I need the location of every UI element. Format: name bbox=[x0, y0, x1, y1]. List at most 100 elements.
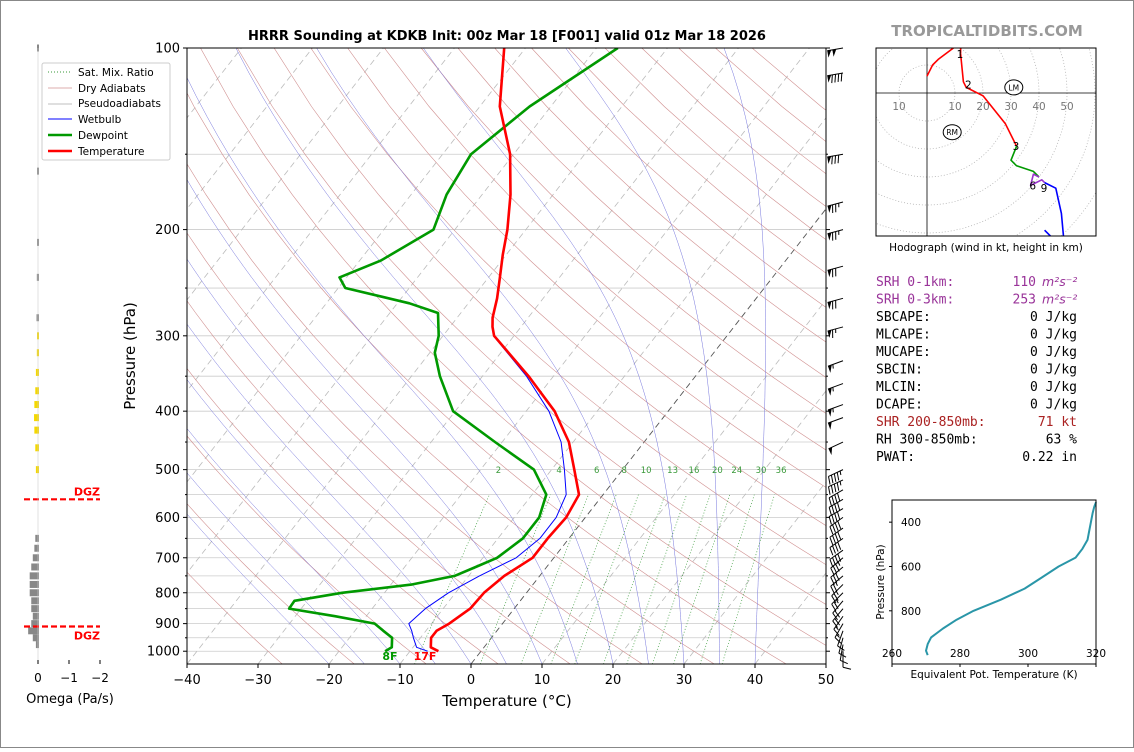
x-tick-label: −40 bbox=[173, 673, 200, 688]
y-tick-label: 300 bbox=[155, 329, 180, 344]
x-tick-label: −10 bbox=[386, 673, 413, 688]
storm-motion-label: LM bbox=[1008, 83, 1019, 92]
mixing-ratio-label: 2 bbox=[496, 466, 501, 476]
parameter-value: 0 J/kg bbox=[1030, 398, 1077, 413]
skewt-xlabel: Temperature (°C) bbox=[441, 692, 571, 710]
legend-pseudoadiabats: Pseudoadiabats bbox=[78, 98, 161, 110]
mixing-ratio-label: 24 bbox=[731, 466, 742, 476]
parameter-label: PWAT: bbox=[876, 450, 915, 465]
parameter-value: 253 bbox=[1013, 293, 1036, 308]
dgz-label: DGZ bbox=[74, 485, 100, 498]
parameter-value: 110 bbox=[1013, 275, 1036, 290]
omega-tick-1: −1 bbox=[60, 671, 78, 685]
parameter-unit: m²s⁻² bbox=[1042, 274, 1077, 289]
hodograph-height-label: 2 bbox=[965, 80, 972, 92]
parameter-value: 0 J/kg bbox=[1030, 363, 1077, 378]
legend-dewpoint: Dewpoint bbox=[78, 130, 128, 142]
theta-y-tick-label: 800 bbox=[901, 606, 921, 618]
omega-bar bbox=[36, 369, 39, 376]
x-tick-label: 10 bbox=[534, 673, 551, 688]
mixing-ratio-label: 36 bbox=[776, 466, 787, 476]
y-tick-label: 800 bbox=[155, 586, 180, 601]
omega-xlabel: Omega (Pa/s) bbox=[26, 692, 114, 707]
barb-line bbox=[835, 74, 836, 82]
theta-e-xlabel: Equivalent Pot. Temperature (K) bbox=[910, 669, 1077, 681]
parameter-value: 63 % bbox=[1046, 433, 1077, 448]
theta-x-tick-label: 260 bbox=[882, 648, 902, 660]
chart-title: HRRR Sounding at KDKB Init: 00z Mar 18 [… bbox=[248, 29, 766, 44]
parameter-label: MLCIN: bbox=[876, 380, 923, 395]
omega-bar bbox=[34, 401, 39, 408]
hodograph-ring-label: 40 bbox=[1032, 101, 1045, 113]
parameter-label: SRH 0-3km: bbox=[876, 293, 954, 308]
barb-line bbox=[832, 75, 833, 83]
barb-line bbox=[835, 156, 836, 164]
dgz-label: DGZ bbox=[74, 630, 100, 643]
y-tick-label: 1000 bbox=[147, 645, 180, 660]
hodograph-height-label: 6 bbox=[1029, 180, 1036, 192]
theta-y-tick-label: 600 bbox=[901, 561, 921, 573]
parameter-value: 71 kt bbox=[1038, 415, 1077, 430]
legend-temperature: Temperature bbox=[77, 146, 145, 158]
x-tick-label: −20 bbox=[315, 673, 342, 688]
parameter-label: RH 300-850mb: bbox=[876, 433, 978, 448]
parameter-value: 0.22 in bbox=[1022, 450, 1077, 465]
omega-tick-0: 0 bbox=[34, 671, 42, 685]
x-tick-label: 20 bbox=[605, 673, 622, 688]
skewt-legend: Sat. Mix. Ratio Dry Adiabats Pseudoadiab… bbox=[42, 63, 170, 160]
omega-bar bbox=[36, 641, 39, 648]
mixing-ratio-label: 13 bbox=[667, 466, 678, 476]
barb-line bbox=[838, 74, 839, 82]
theta-x-tick-label: 320 bbox=[1086, 648, 1106, 660]
omega-bar bbox=[34, 427, 39, 434]
parameter-value: 0 J/kg bbox=[1030, 380, 1077, 395]
omega-bar bbox=[35, 444, 39, 451]
hodograph-height-label: 9 bbox=[1041, 183, 1048, 195]
y-tick-label: 700 bbox=[155, 551, 180, 566]
surface-dewpoint-label: 8F bbox=[382, 650, 397, 663]
hodograph-ring-label: 50 bbox=[1060, 101, 1073, 113]
theta-x-tick-label: 300 bbox=[1018, 648, 1038, 660]
y-tick-label: 100 bbox=[155, 42, 180, 57]
surface-temperature-label: 17F bbox=[414, 650, 437, 663]
parameter-label: SBCIN: bbox=[876, 363, 923, 378]
x-tick-label: 40 bbox=[747, 673, 764, 688]
y-tick-label: 500 bbox=[155, 463, 180, 478]
parameter-value: 0 J/kg bbox=[1030, 345, 1077, 360]
mixing-ratio-label: 30 bbox=[756, 466, 767, 476]
omega-bar bbox=[36, 466, 39, 473]
legend-sat-mix-ratio: Sat. Mix. Ratio bbox=[78, 67, 154, 79]
theta-x-tick-label: 280 bbox=[950, 648, 970, 660]
theta-y-tick-label: 400 bbox=[901, 517, 921, 529]
y-tick-label: 200 bbox=[155, 223, 180, 238]
hodograph-height-label: 3 bbox=[1013, 141, 1020, 153]
omega-bar bbox=[35, 387, 39, 394]
parameter-label: SRH 0-1km: bbox=[876, 275, 954, 290]
y-tick-label: 400 bbox=[155, 405, 180, 420]
hodograph-height-label: 1 bbox=[957, 49, 964, 61]
y-tick-label: 600 bbox=[155, 511, 180, 526]
omega-bar bbox=[35, 535, 39, 542]
skewt-ylabel: Pressure (hPa) bbox=[121, 302, 139, 410]
legend-dry-adiabats: Dry Adiabats bbox=[78, 83, 146, 95]
parameter-label: MLCAPE: bbox=[876, 328, 931, 343]
parameter-label: SHR 200-850mb: bbox=[876, 415, 986, 430]
barb-line bbox=[832, 156, 833, 164]
mixing-ratio-label: 20 bbox=[712, 466, 723, 476]
omega-bar bbox=[30, 581, 39, 588]
barb-line bbox=[838, 155, 839, 163]
hodograph-ring-label: 10 bbox=[892, 101, 905, 113]
x-tick-label: 30 bbox=[676, 673, 693, 688]
parameter-value: 0 J/kg bbox=[1030, 310, 1077, 325]
x-tick-label: 0 bbox=[467, 673, 475, 688]
hodograph-ring-label: 10 bbox=[948, 101, 961, 113]
hodograph-caption: Hodograph (wind in kt, height in km) bbox=[889, 242, 1083, 254]
omega-bar bbox=[34, 545, 39, 552]
mixing-ratio-label: 16 bbox=[689, 466, 700, 476]
omega-bar bbox=[28, 627, 39, 634]
parameter-unit: m²s⁻² bbox=[1042, 292, 1077, 307]
mixing-ratio-label: 10 bbox=[641, 466, 652, 476]
omega-bar bbox=[30, 589, 39, 596]
watermark: TROPICALTIDBITS.COM bbox=[891, 22, 1083, 40]
